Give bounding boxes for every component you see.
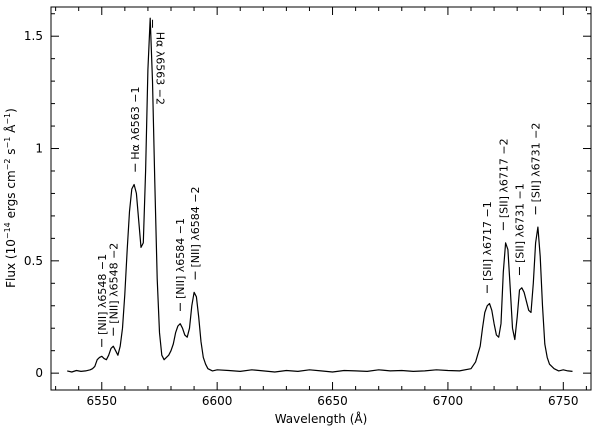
plot-frame bbox=[50, 6, 592, 391]
line-annotation: [SII] λ6717 −2 bbox=[497, 138, 510, 231]
x-tick-label: 6750 bbox=[548, 394, 579, 408]
tick-labels: 6550 6600 6650 6700 6750 0 0.5 1 1.5 bbox=[24, 29, 579, 408]
annotation-label: [SII] λ6731 −1 bbox=[513, 183, 526, 263]
y-axis-title: Flux (10−14 ergs cm−2 s−1 Å−1) bbox=[3, 108, 18, 288]
y-tick-label: 1.5 bbox=[24, 29, 43, 43]
annotation-label: [NII] λ6584 −2 bbox=[189, 187, 202, 268]
x-tick-label: 6550 bbox=[86, 394, 117, 408]
y-tick-label: 0.5 bbox=[24, 254, 43, 268]
y-tick-label: 0 bbox=[35, 366, 43, 380]
x-tick-label: 6650 bbox=[317, 394, 348, 408]
annotation-label: Hα λ6563 −1 bbox=[129, 86, 142, 159]
line-annotation: [NII] λ6548 −2 bbox=[107, 243, 120, 336]
annotation-label: [SII] λ6731 −2 bbox=[530, 123, 543, 203]
x-tick-label: 6700 bbox=[433, 394, 464, 408]
annotation-label: [NII] λ6548 −2 bbox=[107, 243, 120, 324]
spectrum-line bbox=[67, 17, 573, 373]
x-axis-title: Wavelength (Å) bbox=[275, 411, 368, 426]
line-annotation: [NII] λ6584 −1 bbox=[174, 218, 187, 311]
annotation-label: [SII] λ6717 −2 bbox=[497, 138, 510, 218]
line-annotation: [NII] λ6584 −2 bbox=[189, 187, 202, 280]
axis-ticks bbox=[51, 7, 591, 390]
annotation-label: [NII] λ6548 −1 bbox=[96, 254, 109, 335]
line-annotation: Hα λ6563 −1 bbox=[129, 86, 142, 172]
annotation-label: Hα λ6563 −2 bbox=[154, 32, 167, 105]
line-annotation: [SII] λ6731 −2 bbox=[530, 123, 543, 215]
annotation-label: [NII] λ6584 −1 bbox=[174, 218, 187, 299]
x-tick-label: 6600 bbox=[202, 394, 233, 408]
line-annotation: [NII] λ6548 −1 bbox=[96, 254, 109, 347]
line-annotations: [NII] λ6548 −1[NII] λ6548 −2 Hα λ6563 −1 H… bbox=[96, 19, 543, 347]
line-annotation: [SII] λ6731 −1 bbox=[513, 183, 526, 276]
y-tick-label: 1 bbox=[35, 142, 43, 156]
line-annotation: Hα λ6563 −2 bbox=[152, 19, 167, 105]
annotation-label: [SII] λ6717 −1 bbox=[481, 201, 494, 281]
line-annotation: [SII] λ6717 −1 bbox=[481, 201, 494, 294]
